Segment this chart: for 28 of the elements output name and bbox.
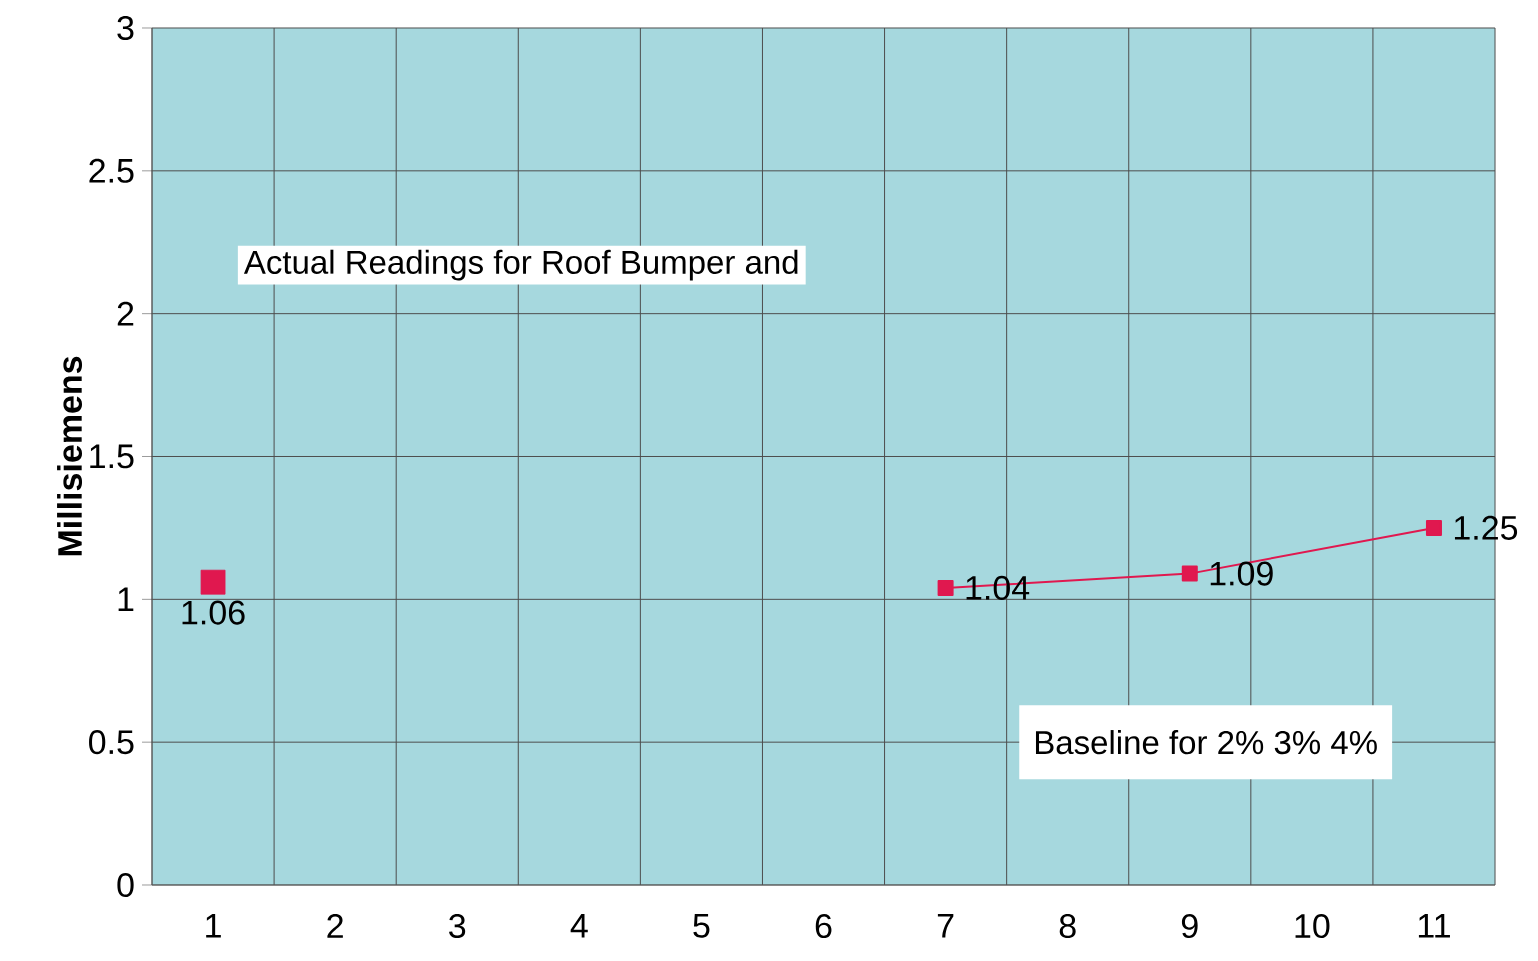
y-tick-label: 1 xyxy=(118,587,134,612)
x-tick-label: 6 xyxy=(815,914,832,939)
y-axis-title: Millisiemens xyxy=(57,356,83,556)
y-tick-label: 0 xyxy=(117,872,134,898)
x-tick-label: 1 xyxy=(206,914,221,938)
x-tick-label: 2 xyxy=(327,914,343,938)
y-tick-label: 0.5 xyxy=(89,730,134,755)
y-tick-label: 2 xyxy=(117,301,134,326)
y-tick-label: 2.5 xyxy=(89,158,134,183)
data-label: 1.09 xyxy=(1210,561,1273,586)
x-tick-label: 11 xyxy=(1418,914,1450,938)
y-tick-label: 1.5 xyxy=(90,444,134,469)
x-tick-label: 5 xyxy=(693,914,710,938)
data-label: 1.25 xyxy=(1454,515,1518,540)
y-tick-label: 3 xyxy=(117,15,134,41)
x-tick-label: 8 xyxy=(1059,914,1076,939)
point xyxy=(200,569,226,595)
x-tick-label: 10 xyxy=(1295,914,1330,939)
x-tick-label: 3 xyxy=(449,914,466,939)
point xyxy=(937,579,954,596)
annotation: Actual Readings for Roof Bumper and xyxy=(243,249,798,281)
point xyxy=(1425,519,1442,536)
x-tick-label: 7 xyxy=(937,914,954,938)
x-tick-label: 9 xyxy=(1181,914,1198,939)
x-tick-label: 4 xyxy=(570,914,588,938)
annotation: Baseline for 2% 3% 4% xyxy=(1035,730,1377,755)
data-label: 1.06 xyxy=(182,600,245,625)
point xyxy=(1181,565,1198,582)
